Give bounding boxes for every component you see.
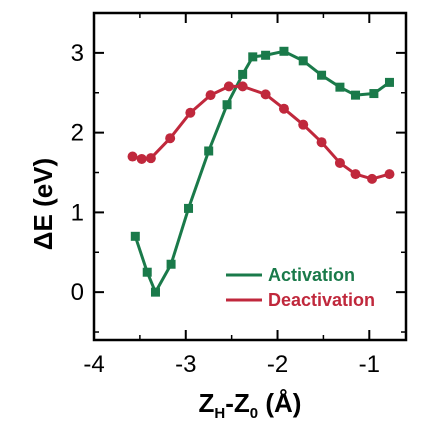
x-tick-label: -1 [359,351,380,378]
y-tick-label: 0 [71,279,84,306]
data-point-deactivation [205,90,216,101]
x-tick-label: -4 [83,351,104,378]
data-point-deactivation [367,173,378,184]
data-point-deactivation [237,81,248,92]
legend: Activation Deactivation [226,265,375,310]
data-point-activation [384,77,394,87]
series-layer [127,46,395,297]
y-tick-label: 1 [71,199,84,226]
data-point-deactivation [185,107,196,118]
data-point-activation [279,46,289,56]
data-point-activation [130,231,140,241]
data-point-activation [204,146,214,156]
legend-label-activation: Activation [268,265,355,285]
data-point-activation [351,90,361,100]
data-point-activation [298,56,308,66]
data-point-activation [248,52,258,62]
data-point-activation [369,89,379,99]
data-point-deactivation [136,153,147,164]
data-point-activation [222,100,232,110]
data-point-activation [238,69,248,79]
series-line-deactivation [132,84,390,181]
data-point-deactivation [278,103,289,114]
x-tick-label: -3 [175,351,196,378]
x-tick-label: -2 [267,351,288,378]
data-point-deactivation [127,151,138,162]
data-point-deactivation [165,133,176,144]
data-point-activation [261,50,271,60]
data-point-deactivation [298,119,309,130]
plot-frame [92,11,408,342]
axis-tick-labels: -4 -3 -2 -1 0 1 2 3 [71,40,380,378]
data-point-deactivation [334,157,345,168]
data-point-deactivation [316,137,327,148]
y-tick-label: 2 [71,120,84,147]
data-point-deactivation [384,169,395,180]
x-axis-title: ZH-Z0 (Å) [199,388,302,422]
axis-ticks [93,12,406,340]
data-point-deactivation [350,169,361,180]
data-point-activation [335,82,345,92]
series-activation [130,46,394,297]
data-point-deactivation [260,89,271,100]
legend-label-deactivation: Deactivation [268,290,375,310]
y-tick-label: 3 [71,40,84,67]
series-deactivation [127,81,395,184]
data-point-activation [142,267,152,277]
data-point-activation [166,259,176,269]
data-point-activation [317,70,327,80]
data-point-deactivation [223,81,234,92]
data-point-activation [184,203,194,213]
y-axis-title: ΔE (eV) [28,158,58,250]
data-point-deactivation [145,153,156,164]
data-point-activation [150,287,160,297]
